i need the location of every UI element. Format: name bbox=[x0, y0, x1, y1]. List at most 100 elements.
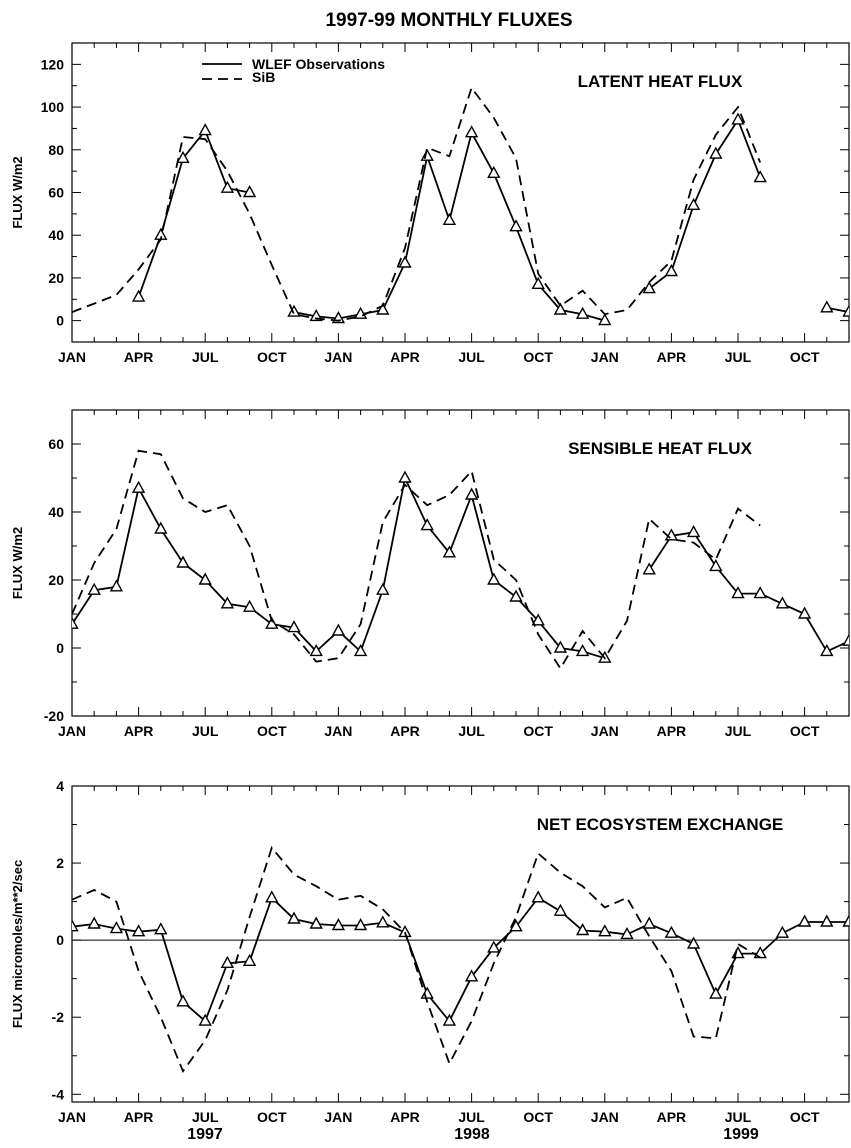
data-point-marker bbox=[87, 582, 101, 595]
data-point-marker bbox=[709, 558, 723, 572]
y-axis-label: FLUX micromoles/m**2/sec bbox=[10, 860, 25, 1028]
series-line-observations bbox=[648, 117, 762, 290]
x-tick-label-oct: OCT bbox=[790, 349, 820, 365]
data-point-marker bbox=[220, 955, 235, 968]
data-point-marker bbox=[131, 289, 146, 302]
data-point-marker bbox=[797, 914, 812, 927]
data-point-marker bbox=[398, 255, 412, 268]
x-tick-label-jan: JAN bbox=[591, 1109, 619, 1125]
x-tick-label-apr: APR bbox=[657, 723, 687, 739]
data-point-marker bbox=[464, 487, 479, 500]
data-point-marker bbox=[842, 304, 849, 317]
series-line-observations bbox=[72, 896, 849, 1023]
data-point-marker bbox=[553, 903, 568, 916]
data-point-marker bbox=[220, 180, 235, 193]
x-tick-label-jan: JAN bbox=[58, 1109, 86, 1125]
data-point-marker bbox=[376, 582, 390, 595]
data-point-marker bbox=[442, 1013, 457, 1026]
data-point-marker bbox=[72, 616, 79, 629]
series-sib bbox=[72, 845, 761, 1074]
data-point-marker bbox=[820, 914, 834, 927]
y-tick-label: 60 bbox=[48, 436, 64, 452]
data-point-marker bbox=[464, 969, 479, 982]
data-point-marker bbox=[265, 616, 279, 629]
data-point-marker bbox=[553, 302, 568, 315]
panel-title: SENSIBLE HEAT FLUX bbox=[568, 439, 753, 458]
x-tick-label-apr: APR bbox=[657, 349, 687, 365]
x-tick-label-apr: APR bbox=[390, 723, 420, 739]
y-tick-label: 20 bbox=[48, 572, 64, 588]
x-tick-label-jul: JUL bbox=[458, 1109, 485, 1125]
data-point-marker bbox=[686, 936, 701, 949]
data-point-marker bbox=[131, 924, 146, 937]
x-tick-label-jul: JUL bbox=[192, 349, 219, 365]
year-label-1999: 1999 bbox=[723, 1126, 759, 1143]
data-point-marker bbox=[198, 1013, 212, 1026]
x-tick-label-jan: JAN bbox=[58, 723, 86, 739]
data-point-marker bbox=[242, 599, 257, 612]
data-point-marker bbox=[775, 925, 790, 938]
y-tick-label: -20 bbox=[44, 708, 64, 724]
y-tick-label: 40 bbox=[48, 227, 64, 243]
plot-frame bbox=[71, 785, 850, 1103]
data-point-marker bbox=[309, 643, 323, 657]
data-point-marker bbox=[753, 170, 767, 183]
year-labels: 1997 1998 1999 bbox=[187, 1126, 759, 1143]
data-point-marker bbox=[531, 276, 545, 289]
series-line-observations bbox=[293, 130, 606, 322]
data-point-marker bbox=[154, 521, 168, 534]
series-line-sib bbox=[72, 449, 761, 671]
x-tick-label-jan: JAN bbox=[591, 349, 619, 365]
x-tick-label-oct: OCT bbox=[257, 1109, 287, 1125]
data-point-marker bbox=[820, 643, 834, 657]
x-tick-label-jul: JUL bbox=[725, 723, 752, 739]
data-point-marker bbox=[709, 146, 723, 159]
x-tick-label-oct: OCT bbox=[790, 723, 820, 739]
x-tick-label-apr: APR bbox=[124, 1109, 154, 1125]
series-observations bbox=[72, 470, 849, 663]
data-point-marker bbox=[198, 572, 212, 585]
series-line-observations bbox=[137, 128, 250, 298]
x-tick-label-oct: OCT bbox=[790, 1109, 820, 1125]
data-point-marker bbox=[753, 586, 767, 599]
x-tick-label-jan: JAN bbox=[324, 723, 352, 739]
plot-frame bbox=[71, 409, 850, 717]
data-point-marker bbox=[87, 916, 101, 929]
series-sib bbox=[72, 85, 762, 322]
data-point-marker bbox=[509, 589, 523, 602]
data-point-marker bbox=[509, 219, 523, 232]
data-point-marker bbox=[820, 300, 834, 313]
data-point-marker bbox=[664, 925, 679, 938]
y-tick-label: 0 bbox=[56, 313, 64, 329]
data-point-marker bbox=[620, 926, 634, 940]
data-point-marker bbox=[109, 921, 124, 934]
y-tick-label: 60 bbox=[48, 185, 64, 201]
data-point-marker bbox=[575, 923, 590, 936]
panel-latent-heat-flux: 0 20 40 60 80 100 120 JAN APR JUL OCT JAN APR JUL OCT J… bbox=[10, 42, 850, 365]
legend-observations-label: WLEF Observations bbox=[252, 56, 385, 72]
data-point-marker bbox=[642, 562, 656, 575]
data-point-marker bbox=[642, 281, 656, 294]
data-point-marker bbox=[331, 918, 346, 931]
data-point-marker bbox=[154, 922, 168, 935]
year-label-1997: 1997 bbox=[187, 1126, 223, 1143]
data-point-marker bbox=[487, 940, 501, 953]
x-tick-label-apr: APR bbox=[124, 349, 154, 365]
y-tick-label: 120 bbox=[41, 56, 65, 72]
data-point-marker bbox=[242, 185, 257, 198]
data-point-marker bbox=[686, 524, 701, 538]
y-tick-label: 40 bbox=[48, 504, 64, 520]
data-point-marker bbox=[176, 555, 190, 568]
x-tick-label-oct: OCT bbox=[257, 723, 287, 739]
legend-sib-label: SiB bbox=[252, 69, 275, 85]
data-point-marker bbox=[265, 890, 279, 903]
x-tick-label-jul: JUL bbox=[458, 349, 485, 365]
legend: WLEF Observations SiB bbox=[202, 56, 385, 85]
y-tick-label: 0 bbox=[56, 932, 64, 948]
data-point-marker bbox=[664, 264, 679, 277]
series-line-sib bbox=[72, 845, 761, 1074]
panel-title: LATENT HEAT FLUX bbox=[578, 72, 743, 91]
data-point-marker bbox=[442, 545, 457, 558]
data-point-marker bbox=[775, 596, 790, 609]
figure-title: 1997-99 MONTHLY FLUXES bbox=[325, 10, 572, 31]
